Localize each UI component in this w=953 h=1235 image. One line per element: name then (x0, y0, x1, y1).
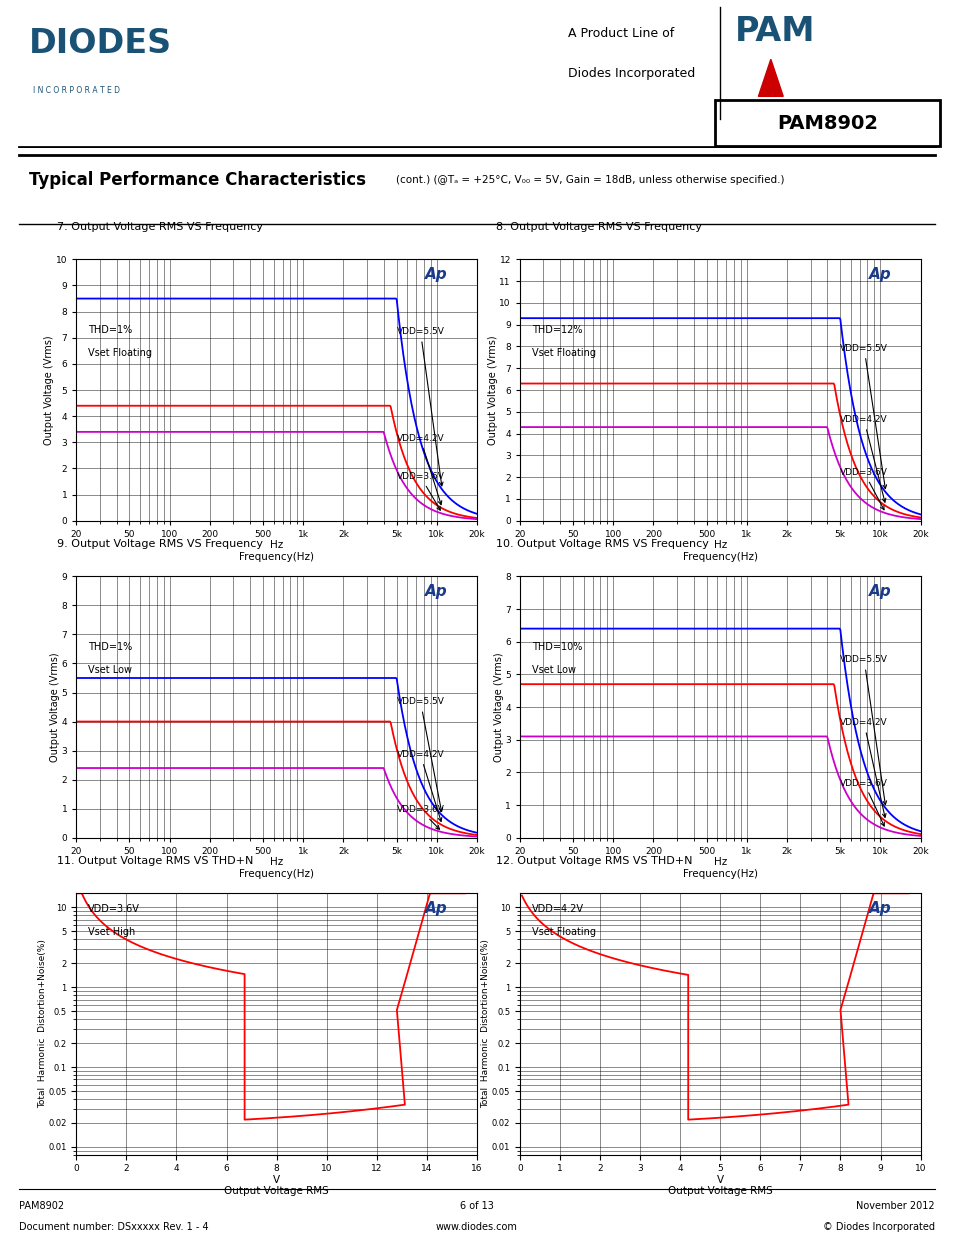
Text: 8. Output Voltage RMS VS Frequency: 8. Output Voltage RMS VS Frequency (496, 222, 701, 232)
X-axis label: Hz
Frequency(Hz): Hz Frequency(Hz) (239, 857, 314, 879)
Text: Ap: Ap (424, 584, 447, 599)
Text: 6 of 13: 6 of 13 (459, 1202, 494, 1212)
Text: VDD=3.6V: VDD=3.6V (840, 468, 887, 510)
Text: © Diodes Incorporated: © Diodes Incorporated (822, 1221, 934, 1231)
Text: THD=1%: THD=1% (89, 325, 132, 335)
Text: (cont.) (@Tₐ = +25°C, V₀₀ = 5V, Gain = 18dB, unless otherwise specified.): (cont.) (@Tₐ = +25°C, V₀₀ = 5V, Gain = 1… (395, 175, 783, 185)
Polygon shape (758, 59, 782, 96)
Text: PAM8902: PAM8902 (19, 1202, 64, 1212)
Text: VDD=5.5V: VDD=5.5V (840, 345, 887, 489)
X-axis label: Hz
Frequency(Hz): Hz Frequency(Hz) (239, 540, 314, 562)
Text: Ap: Ap (867, 902, 890, 916)
Text: Ap: Ap (424, 267, 447, 282)
Text: www.diodes.com: www.diodes.com (436, 1221, 517, 1231)
Text: I N C O R P O R A T E D: I N C O R P O R A T E D (33, 86, 120, 95)
Text: VDD=4.2V: VDD=4.2V (396, 435, 444, 505)
X-axis label: V
Output Voltage RMS: V Output Voltage RMS (224, 1174, 329, 1197)
Text: Vset Floating: Vset Floating (89, 348, 152, 358)
Y-axis label: Output Voltage (Vrms): Output Voltage (Vrms) (51, 652, 60, 762)
Text: Ap: Ap (424, 902, 447, 916)
Text: Document number: DSxxxxx Rev. 1 - 4: Document number: DSxxxxx Rev. 1 - 4 (19, 1221, 209, 1231)
X-axis label: V
Output Voltage RMS: V Output Voltage RMS (667, 1174, 772, 1197)
Text: Ap: Ap (867, 267, 890, 282)
Text: Diodes Incorporated: Diodes Incorporated (567, 67, 694, 80)
Text: THD=10%: THD=10% (532, 641, 581, 652)
Text: 12. Output Voltage RMS VS THD+N: 12. Output Voltage RMS VS THD+N (496, 856, 692, 866)
Text: Vset Floating: Vset Floating (532, 927, 596, 937)
Text: 7. Output Voltage RMS VS Frequency: 7. Output Voltage RMS VS Frequency (57, 222, 263, 232)
Text: VDD=4.2V: VDD=4.2V (396, 750, 444, 821)
Text: PAM: PAM (734, 15, 814, 48)
X-axis label: Hz
Frequency(Hz): Hz Frequency(Hz) (682, 857, 757, 879)
Text: VDD=4.2V: VDD=4.2V (840, 415, 887, 503)
Text: VDD=4.2V: VDD=4.2V (840, 719, 887, 818)
Y-axis label: Total  Harmonic  Distortion+Noise(%): Total Harmonic Distortion+Noise(%) (481, 940, 490, 1109)
Text: A Product Line of: A Product Line of (567, 27, 673, 40)
Text: Vset Low: Vset Low (532, 666, 576, 676)
Text: 10. Output Voltage RMS VS Frequency: 10. Output Voltage RMS VS Frequency (496, 540, 708, 550)
Text: VDD=4.2V: VDD=4.2V (532, 904, 583, 914)
Y-axis label: Total  Harmonic  Distortion+Noise(%): Total Harmonic Distortion+Noise(%) (38, 940, 47, 1109)
Text: VDD=5.5V: VDD=5.5V (840, 656, 887, 805)
Y-axis label: Output Voltage (Vrms): Output Voltage (Vrms) (494, 652, 503, 762)
Text: VDD=3.6V: VDD=3.6V (89, 904, 140, 914)
Text: Vset Floating: Vset Floating (532, 348, 596, 358)
Y-axis label: Output Voltage (Vrms): Output Voltage (Vrms) (488, 335, 497, 445)
Text: Vset Low: Vset Low (89, 666, 132, 676)
Text: VDD=3.6V: VDD=3.6V (396, 805, 444, 830)
Text: DIODES: DIODES (29, 27, 172, 59)
Text: VDD=5.5V: VDD=5.5V (396, 327, 444, 485)
Text: VDD=3.6V: VDD=3.6V (396, 472, 444, 510)
Text: 9. Output Voltage RMS VS Frequency: 9. Output Voltage RMS VS Frequency (57, 540, 263, 550)
Text: 11. Output Voltage RMS VS THD+N: 11. Output Voltage RMS VS THD+N (57, 856, 253, 866)
Text: Ap: Ap (867, 584, 890, 599)
Text: THD=12%: THD=12% (532, 325, 582, 335)
Text: Typical Performance Characteristics: Typical Performance Characteristics (29, 172, 365, 189)
X-axis label: Hz
Frequency(Hz): Hz Frequency(Hz) (682, 540, 757, 562)
Text: Vset High: Vset High (89, 927, 135, 937)
Text: VDD=5.5V: VDD=5.5V (396, 698, 444, 811)
Y-axis label: Output Voltage (Vrms): Output Voltage (Vrms) (45, 335, 54, 445)
Text: THD=1%: THD=1% (89, 641, 132, 652)
FancyBboxPatch shape (715, 100, 939, 146)
Text: VDD=3.6V: VDD=3.6V (840, 778, 887, 826)
Text: PAM8902: PAM8902 (777, 114, 878, 132)
Text: November 2012: November 2012 (856, 1202, 934, 1212)
